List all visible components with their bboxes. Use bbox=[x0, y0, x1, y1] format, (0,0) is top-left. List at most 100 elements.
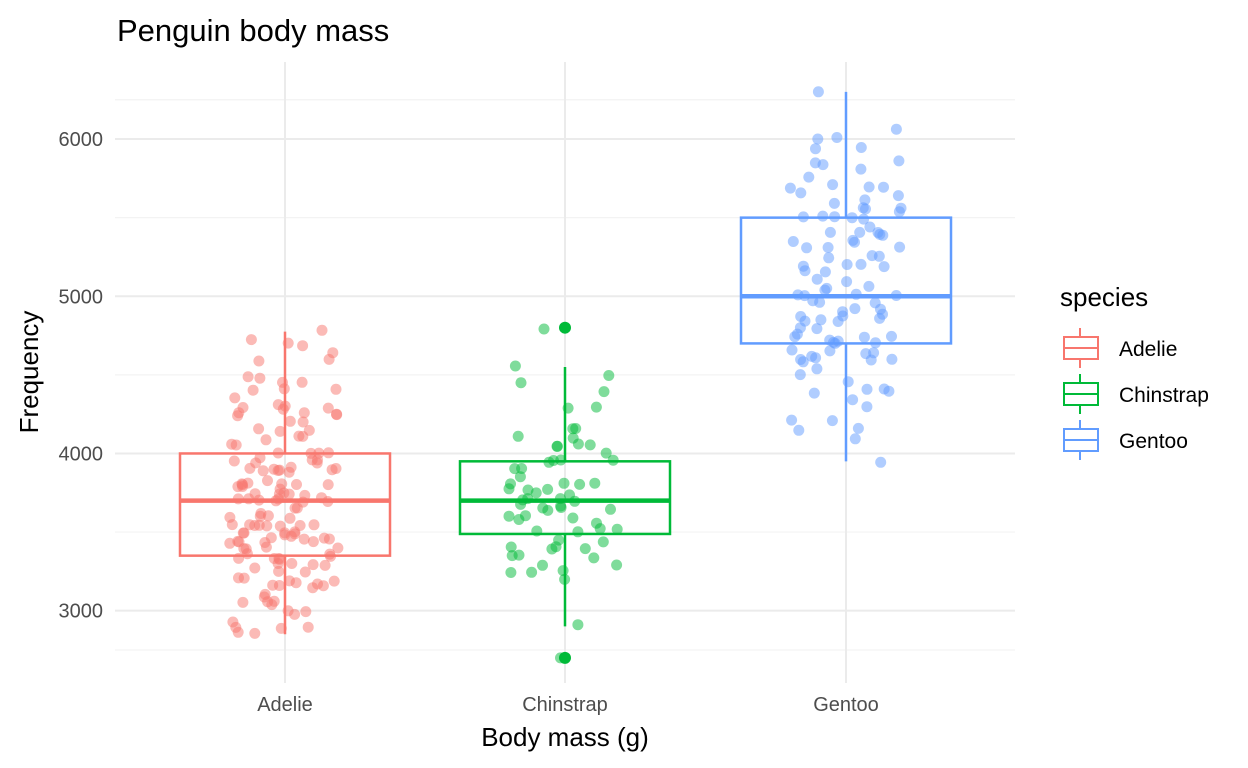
data-point bbox=[297, 340, 309, 352]
data-point bbox=[242, 371, 254, 383]
data-point bbox=[284, 415, 296, 427]
data-point bbox=[567, 432, 579, 444]
data-point bbox=[849, 236, 860, 248]
legend: species Adelie Chinstrap Gentoo bbox=[1060, 282, 1209, 460]
legend-label: Chinstrap bbox=[1119, 384, 1209, 407]
data-point bbox=[537, 559, 548, 571]
data-point bbox=[855, 142, 867, 153]
data-point bbox=[273, 565, 285, 577]
data-point bbox=[229, 392, 241, 404]
data-point bbox=[244, 462, 256, 474]
data-point bbox=[866, 250, 878, 262]
data-point bbox=[515, 377, 527, 389]
data-point bbox=[570, 423, 582, 434]
data-point bbox=[811, 363, 823, 375]
data-point bbox=[832, 316, 844, 327]
data-point bbox=[786, 414, 798, 426]
data-point bbox=[886, 330, 897, 342]
data-point bbox=[233, 407, 245, 419]
data-point bbox=[512, 430, 524, 442]
data-point bbox=[553, 534, 565, 546]
data-point bbox=[323, 353, 335, 365]
data-point bbox=[249, 488, 261, 500]
data-point bbox=[261, 520, 273, 532]
data-point bbox=[811, 323, 823, 335]
data-point bbox=[806, 350, 818, 362]
data-point bbox=[878, 181, 889, 193]
data-point bbox=[860, 348, 872, 360]
outlier-point bbox=[559, 651, 571, 664]
data-point bbox=[795, 187, 807, 199]
data-point bbox=[574, 478, 586, 490]
data-point bbox=[283, 466, 295, 478]
data-point bbox=[299, 566, 311, 578]
data-point bbox=[611, 559, 623, 571]
data-point bbox=[811, 273, 823, 285]
data-point bbox=[858, 331, 870, 343]
data-point bbox=[588, 552, 600, 564]
data-point bbox=[245, 334, 257, 346]
data-point bbox=[815, 314, 827, 326]
x-axis-title: Body mass (g) bbox=[481, 722, 649, 752]
data-point bbox=[589, 477, 601, 489]
data-point bbox=[786, 344, 798, 356]
data-point bbox=[591, 517, 602, 529]
data-point bbox=[514, 471, 526, 483]
data-point bbox=[579, 543, 591, 555]
x-axis-ticks: Adelie Chinstrap Gentoo bbox=[257, 694, 879, 716]
box-adelie bbox=[178, 331, 392, 635]
data-point bbox=[249, 562, 261, 574]
box-iqr bbox=[458, 460, 672, 536]
data-point bbox=[797, 260, 809, 272]
data-point bbox=[803, 171, 815, 183]
data-point bbox=[302, 621, 314, 633]
data-point bbox=[823, 252, 835, 264]
data-point bbox=[878, 261, 890, 273]
data-point bbox=[262, 475, 273, 487]
data-point bbox=[291, 479, 302, 490]
data-point bbox=[797, 356, 809, 368]
data-point bbox=[863, 280, 875, 292]
legend-item-chinstrap: Chinstrap bbox=[1063, 374, 1209, 414]
data-point bbox=[237, 596, 249, 608]
data-point bbox=[799, 315, 811, 327]
data-point bbox=[224, 537, 236, 549]
data-point bbox=[522, 484, 534, 496]
y-axis-title: Frequency bbox=[14, 311, 44, 434]
y-tick-label: 5000 bbox=[59, 286, 104, 308]
data-point bbox=[784, 182, 796, 194]
data-point bbox=[858, 213, 870, 225]
data-point bbox=[892, 190, 904, 202]
data-point bbox=[877, 308, 888, 320]
data-point bbox=[603, 370, 615, 381]
data-point bbox=[605, 503, 616, 515]
data-point bbox=[794, 369, 806, 381]
data-point bbox=[558, 477, 570, 489]
data-point bbox=[793, 424, 805, 436]
outlier-point bbox=[559, 321, 571, 334]
data-point bbox=[812, 86, 824, 98]
data-point bbox=[506, 550, 518, 562]
legend-item-gentoo: Gentoo bbox=[1063, 420, 1188, 460]
data-point bbox=[330, 383, 342, 395]
data-point bbox=[859, 194, 871, 206]
data-point bbox=[791, 328, 803, 340]
data-point bbox=[847, 394, 859, 406]
box-iqr bbox=[739, 216, 953, 345]
data-point bbox=[253, 423, 265, 435]
y-tick-label: 6000 bbox=[59, 129, 104, 151]
data-point bbox=[832, 335, 844, 347]
data-point bbox=[318, 532, 330, 544]
data-point bbox=[861, 401, 873, 413]
data-point bbox=[316, 324, 328, 336]
data-point bbox=[244, 519, 256, 531]
data-point bbox=[505, 567, 517, 578]
box-gentoo bbox=[739, 91, 953, 462]
data-point bbox=[824, 345, 836, 357]
data-point bbox=[787, 236, 799, 247]
data-point bbox=[249, 627, 261, 639]
data-point bbox=[237, 481, 248, 492]
data-point bbox=[297, 416, 309, 428]
